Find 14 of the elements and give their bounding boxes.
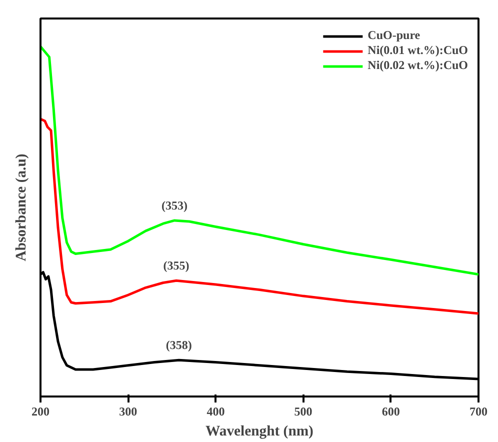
x-tick-label: 500 (294, 404, 312, 418)
legend-label: Ni(0.01 wt.%):CuO (368, 43, 468, 58)
x-tick-label: 200 (32, 404, 50, 418)
x-tick-label: 700 (470, 404, 488, 418)
y-axis-title: Absorbance (a.u) (14, 154, 30, 262)
x-axis-title: Wavelenght (nm) (206, 424, 314, 440)
annotation: (353) (162, 198, 188, 212)
annotation: (355) (163, 258, 190, 273)
legend-label: CuO-pure (368, 28, 420, 43)
x-tick-label: 400 (206, 404, 225, 418)
x-tick-label: 300 (119, 404, 138, 418)
annotation: (358) (166, 338, 192, 352)
x-tick-label: 600 (382, 404, 400, 418)
legend-label: Ni(0.02 wt.%):CuO (368, 58, 468, 73)
